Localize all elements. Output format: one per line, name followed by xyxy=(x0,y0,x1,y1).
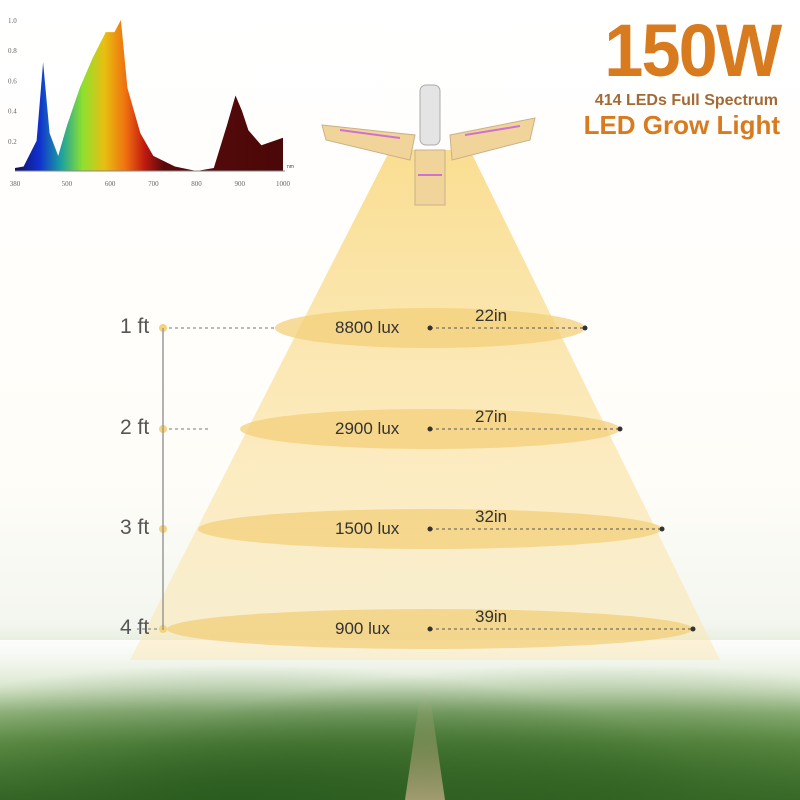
plant-field-background xyxy=(0,640,800,800)
diameter-start-dot xyxy=(427,426,433,432)
lamp-socket xyxy=(419,84,441,146)
lux-value: 1500 lux xyxy=(335,519,400,538)
x-tick-label: 800 xyxy=(191,180,202,188)
height-label: 3 ft xyxy=(120,516,150,539)
y-tick-label: 1.0 xyxy=(8,17,17,25)
diameter-value: 22in xyxy=(475,306,508,325)
lamp-center-panel xyxy=(414,149,446,206)
x-tick-label: 600 xyxy=(105,180,116,188)
x-tick-label: 500 xyxy=(62,180,73,188)
diameter-end-dot xyxy=(617,426,623,432)
lux-value: 2900 lux xyxy=(335,419,400,438)
diameter-value: 27in xyxy=(475,407,508,426)
diameter-start-dot xyxy=(427,325,433,331)
diameter-value: 39in xyxy=(475,607,508,626)
wattage-title: 150W xyxy=(603,9,782,92)
lux-value: 900 lux xyxy=(335,619,390,638)
height-label: 2 ft xyxy=(120,416,150,439)
diameter-start-dot xyxy=(427,526,433,532)
light-cone xyxy=(130,150,720,660)
spectrum-chart: 380 500 600 700 800 900 1000 1.0 0.8 0.6 0.4 0.2 nm xyxy=(8,17,294,188)
x-tick-label: 900 xyxy=(235,180,246,188)
diameter-start-dot xyxy=(427,626,433,632)
x-tick-label: 380 xyxy=(10,180,21,188)
x-tick-label: 700 xyxy=(148,180,159,188)
diameter-end-dot xyxy=(690,626,696,632)
height-label: 1 ft xyxy=(120,315,150,338)
diameter-value: 32in xyxy=(475,507,508,526)
x-axis-unit: nm xyxy=(287,164,294,170)
y-tick-label: 0.8 xyxy=(8,47,17,55)
lux-value: 8800 lux xyxy=(335,318,400,337)
y-tick-label: 0.6 xyxy=(8,77,17,85)
y-tick-label: 0.4 xyxy=(8,108,17,116)
x-tick-label: 1000 xyxy=(276,180,291,188)
subtitle: 414 LEDs Full Spectrum xyxy=(594,92,778,109)
spectrum-area xyxy=(15,20,283,171)
height-label: 4 ft xyxy=(120,616,150,639)
y-tick-label: 0.2 xyxy=(8,138,17,146)
lamp-right-panel xyxy=(449,117,536,161)
diameter-end-dot xyxy=(582,325,588,331)
product-name: LED Grow Light xyxy=(583,110,780,140)
lamp-left-panel xyxy=(321,124,416,161)
lamp xyxy=(321,84,536,206)
diameter-end-dot xyxy=(659,526,665,532)
